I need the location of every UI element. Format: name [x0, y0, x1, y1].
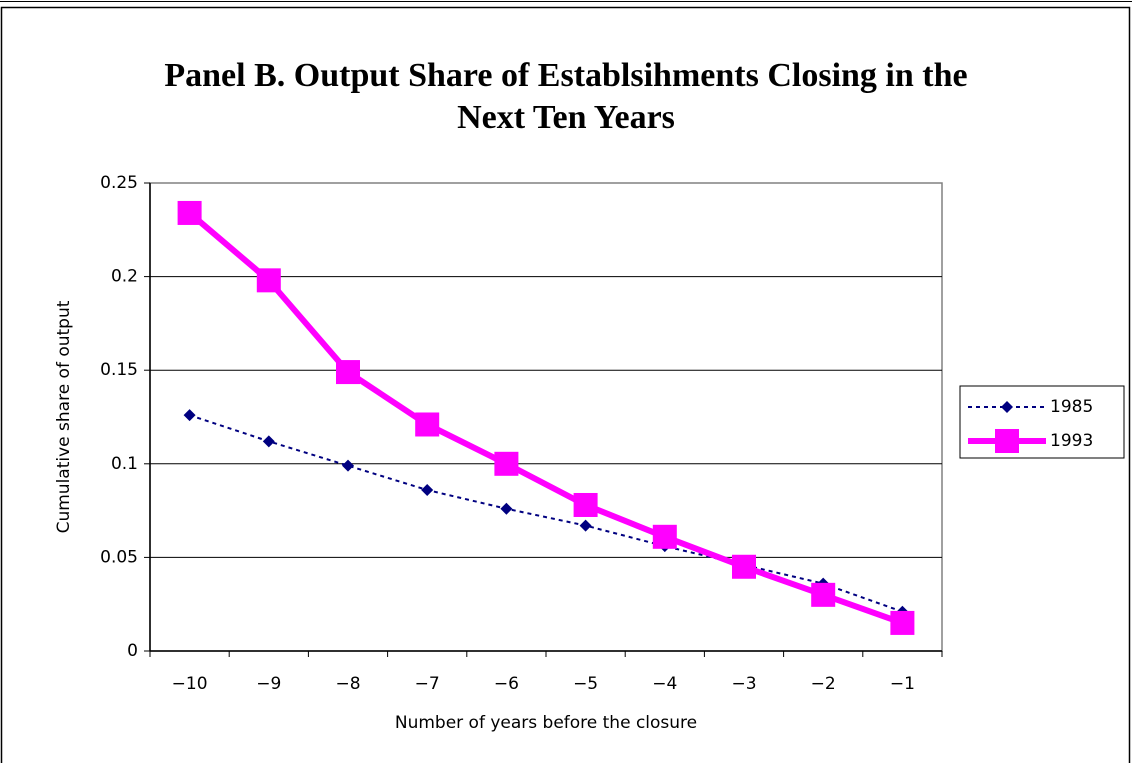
data-point — [732, 554, 756, 579]
legend-label: 1985 — [1050, 397, 1093, 417]
data-point — [573, 492, 598, 517]
x-tick-label: −2 — [811, 674, 836, 694]
y-axis-label: Cumulative share of output — [54, 300, 74, 533]
y-tick-label: 0.2 — [111, 267, 138, 287]
data-point — [811, 582, 836, 607]
data-point — [494, 451, 519, 476]
data-point — [500, 502, 513, 515]
series-line — [189, 414, 903, 613]
data-point — [262, 435, 275, 448]
x-tick-label: −1 — [890, 674, 915, 694]
legend-marker — [1001, 401, 1013, 413]
chart-title: Next Ten Years — [457, 99, 675, 136]
x-tick-label: −8 — [335, 674, 360, 694]
chart-title: Panel B. Output Share of Establsihments … — [164, 57, 967, 94]
x-axis-label: Number of years before the closure — [395, 713, 697, 733]
data-point — [177, 200, 202, 225]
x-tick-label: −6 — [494, 674, 519, 694]
x-tick-label: −5 — [573, 674, 598, 694]
x-tick-label: −10 — [172, 674, 208, 694]
series-line — [187, 210, 904, 626]
data-point — [183, 409, 196, 422]
data-point — [256, 268, 281, 293]
legend-label: 1993 — [1050, 431, 1093, 451]
x-tick-label: −4 — [652, 674, 677, 694]
data-point — [342, 459, 354, 472]
data-point — [336, 360, 360, 385]
legend-marker — [995, 429, 1019, 453]
plot-area — [149, 182, 943, 652]
y-tick-label: 0.25 — [100, 173, 138, 193]
data-point — [890, 610, 915, 635]
x-tick-label: −9 — [256, 674, 281, 694]
y-tick-label: 0.05 — [100, 547, 138, 567]
y-tick-label: 0.1 — [111, 454, 138, 474]
data-point — [652, 524, 677, 549]
data-point — [579, 519, 592, 532]
y-tick-label: 0.15 — [100, 360, 138, 380]
data-point — [415, 412, 440, 437]
data-point — [421, 484, 434, 497]
x-tick-label: −3 — [731, 674, 756, 694]
x-tick-label: −7 — [415, 674, 440, 694]
legend — [959, 385, 1125, 459]
y-tick-label: 0 — [127, 641, 138, 661]
